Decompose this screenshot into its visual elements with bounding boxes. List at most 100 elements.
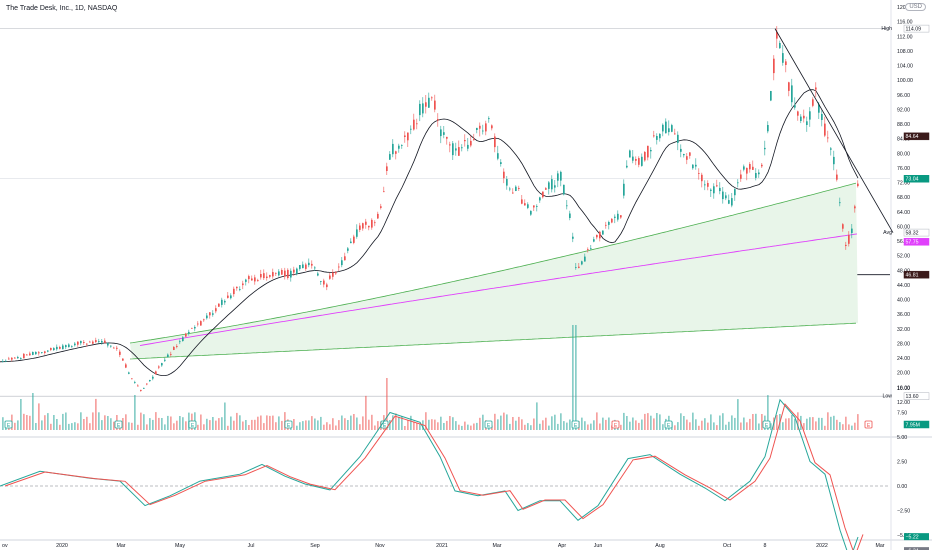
candle-body (518, 188, 520, 189)
earnings-marker[interactable] (762, 420, 771, 429)
volume-bar (275, 422, 277, 430)
candle-body (11, 357, 13, 360)
earnings-marker[interactable] (114, 420, 123, 429)
candle-body (17, 357, 19, 359)
volume-bar (848, 424, 850, 430)
volume-bar (713, 422, 715, 430)
candle-body (725, 195, 727, 199)
candle-body (782, 53, 784, 63)
volume-bar (86, 416, 88, 430)
volume-bar (257, 416, 259, 430)
candle-body (458, 147, 460, 156)
volume-bar (827, 412, 829, 430)
ma-mid-line[interactable] (129, 182, 857, 344)
candle-body (830, 148, 832, 150)
candle-body (731, 198, 733, 206)
volume-bar (527, 423, 529, 430)
ma-fast-line[interactable] (0, 89, 859, 376)
candle-body (530, 210, 532, 215)
time-tick-label: Nov (375, 543, 385, 549)
volume-bar (452, 417, 454, 430)
volume-bar (308, 420, 310, 430)
trend-line[interactable] (774, 28, 894, 233)
candle-body (857, 183, 859, 187)
earnings-marker[interactable] (611, 420, 620, 429)
oscillator-line-fast[interactable] (0, 398, 859, 555)
price-badge-value: 7.95M (906, 422, 920, 428)
volume-bar (35, 423, 37, 430)
volume-bar (815, 421, 817, 430)
price-tick-label: 28.00 (897, 341, 910, 347)
candle-body (509, 188, 511, 190)
candle-body (62, 345, 64, 350)
oscillator-line-slow[interactable] (4, 403, 864, 555)
candle-body (212, 313, 214, 315)
ma-band-fill (130, 183, 858, 359)
earnings-marker-label: E (117, 423, 121, 429)
candle-body (833, 156, 835, 165)
candle-body (671, 125, 673, 132)
earnings-marker-label: E (287, 423, 291, 429)
candle-body (134, 382, 136, 383)
candle-body (83, 342, 85, 343)
candle-body (41, 352, 43, 353)
earnings-marker[interactable] (864, 420, 873, 429)
candle-body (662, 124, 664, 132)
candle-body (131, 378, 133, 380)
ma-slow-line[interactable] (129, 322, 857, 360)
volume-bar (506, 414, 508, 430)
ma-pink-line[interactable] (139, 233, 858, 347)
earnings-marker[interactable] (571, 420, 580, 429)
candle-body (92, 341, 94, 344)
osc-badge (904, 533, 929, 541)
earnings-marker[interactable] (284, 420, 293, 429)
candle-body (590, 248, 592, 250)
volume-bar (602, 417, 604, 430)
candle-body (812, 99, 814, 106)
candle-body (305, 264, 307, 269)
candle-body (554, 185, 556, 188)
volume-bar (842, 424, 844, 430)
candle-body (839, 202, 841, 204)
candle-body (629, 150, 631, 158)
candle-body (59, 347, 61, 349)
volume-bar (209, 420, 211, 430)
volume-bar (245, 420, 247, 430)
candle-body (410, 128, 412, 130)
candle-body (2, 361, 4, 362)
candle-body (80, 340, 82, 344)
currency-badge[interactable]: USD (905, 3, 926, 11)
time-tick-label: ov (2, 543, 8, 549)
candle-body (98, 341, 100, 342)
volume-bar (551, 416, 553, 430)
earnings-marker[interactable] (484, 420, 493, 429)
volume-bar (563, 421, 565, 430)
candle-body (248, 276, 250, 280)
price-tick-label: 80.00 (897, 151, 910, 157)
candle-body (107, 343, 109, 346)
volume-bar (266, 415, 268, 430)
volume-bar (125, 414, 127, 430)
earnings-marker[interactable] (664, 420, 673, 429)
candle-body (716, 185, 718, 187)
price-tick-label: 68.00 (897, 195, 910, 201)
candle-body (572, 236, 574, 239)
candle-body (836, 174, 838, 180)
candle-body (125, 364, 127, 368)
volume-bar (224, 402, 226, 430)
earnings-marker-label: E (383, 423, 387, 429)
time-tick-label: 2021 (436, 543, 448, 549)
candle-body (389, 154, 391, 160)
volume-bar (260, 415, 262, 430)
earnings-marker[interactable] (4, 420, 13, 429)
candle-body (401, 145, 403, 146)
volume-bar (821, 417, 823, 430)
volume-bar (206, 418, 208, 430)
price-badge-value: 73.04 (906, 177, 919, 183)
earnings-marker[interactable] (188, 420, 197, 429)
volume-bar (146, 424, 148, 430)
price-tick-label: 20.00 (897, 371, 910, 377)
volume-bar (305, 420, 307, 430)
